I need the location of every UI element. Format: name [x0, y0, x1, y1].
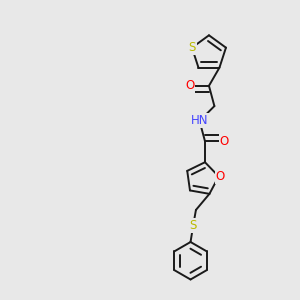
- Text: O: O: [185, 79, 194, 92]
- Text: S: S: [189, 219, 197, 232]
- Text: O: O: [216, 170, 225, 183]
- Text: S: S: [188, 41, 196, 54]
- Text: HN: HN: [191, 114, 208, 128]
- Text: O: O: [220, 135, 229, 148]
